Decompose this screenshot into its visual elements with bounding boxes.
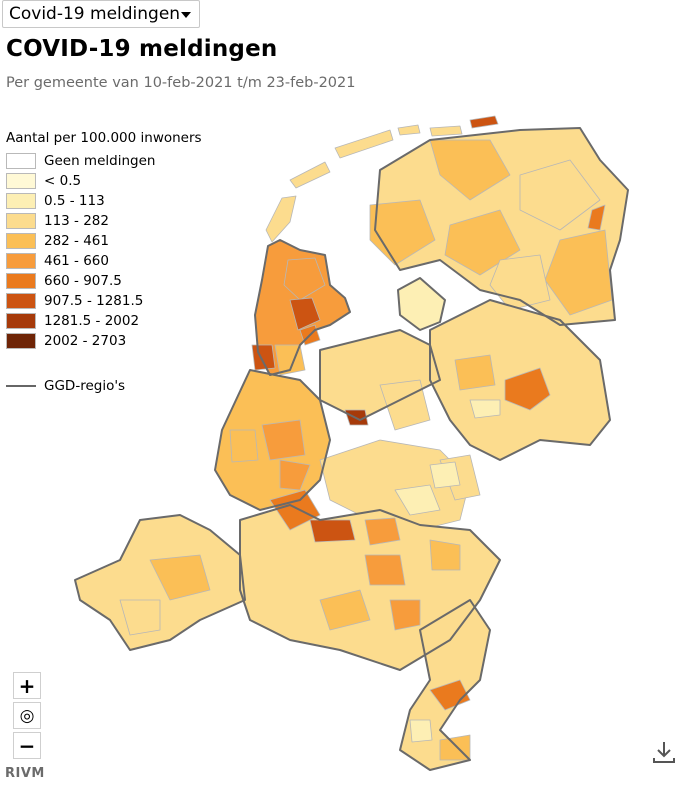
- legend-label: 2002 - 2703: [44, 333, 127, 349]
- ggd-region-border: [397, 277, 446, 331]
- legend-item: 660 - 907.5: [6, 271, 202, 291]
- municipality-region[interactable]: [469, 399, 501, 419]
- legend-label: 461 - 660: [44, 253, 109, 269]
- ggd-region-border: [374, 127, 629, 326]
- legend-label: 907.5 - 1281.5: [44, 293, 144, 309]
- minus-icon: −: [18, 733, 36, 758]
- ggd-region-border: [319, 329, 441, 421]
- legend-item: 113 - 282: [6, 211, 202, 231]
- legend-swatch: [6, 153, 36, 169]
- municipality-region[interactable]: [364, 554, 406, 586]
- municipality-region[interactable]: [119, 599, 161, 636]
- legend-swatch: [6, 273, 36, 289]
- municipality-region[interactable]: [289, 161, 331, 189]
- zoom-in-button[interactable]: +: [13, 672, 41, 699]
- legend-label: 113 - 282: [44, 213, 109, 229]
- legend-label: 660 - 907.5: [44, 273, 122, 289]
- legend-label: 0.5 - 113: [44, 193, 105, 209]
- ggd-region-border: [239, 504, 501, 671]
- municipality-region[interactable]: [379, 379, 431, 431]
- municipality-region[interactable]: [519, 159, 601, 231]
- municipality-region[interactable]: [364, 517, 401, 546]
- ggd-region-border: [399, 599, 491, 771]
- legend-swatch: [6, 293, 36, 309]
- municipality-region[interactable]: [389, 599, 421, 631]
- ggd-legend: GGD-regio's: [6, 378, 125, 394]
- municipality-region[interactable]: [429, 125, 463, 137]
- indicator-dropdown[interactable]: Covid-19 meldingen: [2, 0, 200, 28]
- legend-item: 461 - 660: [6, 251, 202, 271]
- ggd-line-swatch: [6, 385, 36, 387]
- municipality-region[interactable]: [587, 204, 606, 231]
- ggd-region-border: [214, 369, 331, 511]
- page-subtitle: Per gemeente van 10-feb-2021 t/m 23-feb-…: [6, 75, 356, 91]
- legend-label: < 0.5: [44, 173, 82, 189]
- legend-swatch: [6, 213, 36, 229]
- legend-item: 907.5 - 1281.5: [6, 291, 202, 311]
- caret-down-icon: [181, 12, 191, 18]
- municipality-region[interactable]: [429, 461, 461, 489]
- legend-swatch: [6, 173, 36, 189]
- target-icon: ◎: [19, 705, 35, 726]
- municipality-region[interactable]: [279, 459, 311, 491]
- municipality-region[interactable]: [454, 354, 496, 391]
- legend-swatch: [6, 313, 36, 329]
- municipality-region[interactable]: [269, 489, 321, 531]
- legend-item: 2002 - 2703: [6, 331, 202, 351]
- legend-title: Aantal per 100.000 inwoners: [6, 130, 202, 146]
- legend-item: 0.5 - 113: [6, 191, 202, 211]
- municipality-region[interactable]: [251, 344, 276, 371]
- source-label: RIVM: [5, 766, 45, 781]
- municipality-region[interactable]: [397, 124, 421, 136]
- zoom-out-button[interactable]: −: [13, 732, 41, 759]
- municipality-region[interactable]: [334, 129, 394, 159]
- municipality-region[interactable]: [289, 297, 321, 331]
- municipality-region[interactable]: [409, 719, 433, 743]
- municipality-region[interactable]: [429, 139, 511, 201]
- ggd-region-border: [254, 239, 351, 376]
- municipality-region[interactable]: [469, 115, 499, 129]
- municipality-region[interactable]: [309, 519, 356, 543]
- map-legend: Aantal per 100.000 inwoners Geen melding…: [6, 130, 202, 351]
- municipality-region[interactable]: [429, 539, 461, 571]
- ggd-region-border: [429, 299, 611, 461]
- plus-icon: +: [18, 673, 36, 698]
- legend-swatch: [6, 333, 36, 349]
- ggd-legend-label: GGD-regio's: [44, 378, 126, 394]
- municipality-region[interactable]: [283, 257, 326, 301]
- ggd-region-border: [74, 514, 246, 651]
- legend-label: Geen meldingen: [44, 153, 156, 169]
- legend-swatch: [6, 253, 36, 269]
- page-title: COVID-19 meldingen: [6, 36, 278, 62]
- legend-swatch: [6, 193, 36, 209]
- municipality-region[interactable]: [229, 429, 259, 463]
- dropdown-selected-value: Covid-19 meldingen: [9, 4, 181, 24]
- download-icon[interactable]: [650, 738, 678, 766]
- municipality-region[interactable]: [504, 367, 551, 411]
- municipality-region[interactable]: [544, 229, 613, 316]
- municipality-region[interactable]: [149, 554, 211, 601]
- municipality-region[interactable]: [394, 484, 441, 516]
- legend-item: 282 - 461: [6, 231, 202, 251]
- legend-swatch: [6, 233, 36, 249]
- municipality-region[interactable]: [429, 679, 471, 711]
- legend-label: 1281.5 - 2002: [44, 313, 140, 329]
- municipality-region[interactable]: [265, 195, 297, 243]
- legend-item: < 0.5: [6, 171, 202, 191]
- reset-view-button[interactable]: ◎: [13, 702, 41, 729]
- municipality-region[interactable]: [319, 589, 371, 631]
- legend-label: 282 - 461: [44, 233, 109, 249]
- legend-item: 1281.5 - 2002: [6, 311, 202, 331]
- legend-item: Geen meldingen: [6, 151, 202, 171]
- municipality-region[interactable]: [261, 419, 306, 461]
